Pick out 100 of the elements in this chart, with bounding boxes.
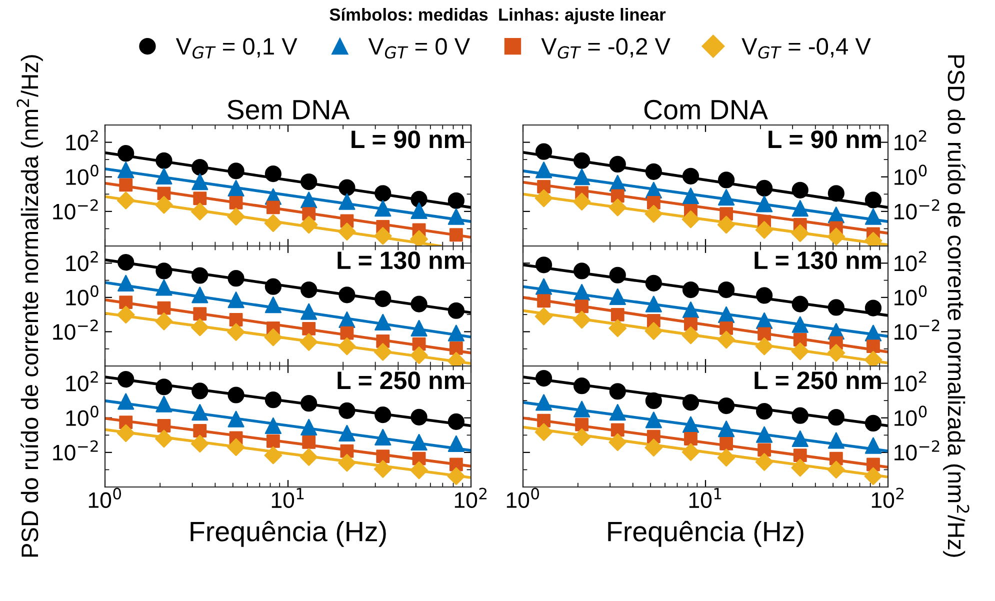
point [227, 208, 245, 226]
chart-title: Sem DNA [228, 100, 350, 120]
point [374, 290, 392, 308]
legend-label: V$_{GT}$ = 0,1 V [176, 38, 298, 59]
point [828, 432, 844, 449]
point [755, 453, 774, 471]
point [118, 254, 134, 271]
point [410, 461, 428, 480]
point [193, 307, 207, 321]
point [535, 256, 552, 274]
point [828, 299, 844, 316]
legend-label: V$_{GT}$ = -0,4 V [742, 38, 871, 59]
point [192, 267, 208, 284]
point [338, 222, 356, 241]
point [228, 180, 244, 197]
point [229, 313, 243, 326]
y-tick-label: 10$^{−2}$ [894, 440, 940, 461]
point [448, 302, 464, 319]
point [156, 262, 172, 280]
point [192, 382, 208, 400]
point [374, 460, 392, 478]
point [338, 193, 356, 210]
point [537, 294, 551, 308]
y-tick-label: 10$^{0}$ [66, 406, 98, 426]
annotation: L = 90 nm [352, 130, 464, 148]
point [192, 173, 208, 190]
y-tick-label: 10$^{2}$ [66, 371, 98, 392]
point [192, 158, 208, 176]
point [645, 163, 662, 180]
point [609, 156, 626, 172]
annotation: L = 250 nm [338, 372, 464, 390]
point [119, 178, 133, 192]
point [264, 296, 282, 314]
point [227, 323, 245, 342]
point [609, 404, 626, 421]
y-tick-label: 10$^{0}$ [894, 406, 927, 426]
point [535, 370, 552, 387]
point [118, 371, 134, 388]
point [537, 180, 551, 194]
point [190, 318, 209, 336]
point [300, 395, 318, 412]
point [645, 392, 662, 410]
point [227, 438, 245, 456]
point [302, 436, 316, 449]
point [828, 185, 844, 202]
point [682, 301, 700, 318]
point [376, 450, 390, 464]
point [193, 192, 207, 206]
y-tick-label: 10$^{2}$ [66, 130, 98, 150]
point [609, 266, 626, 284]
point [644, 438, 663, 457]
x-tick-label: 10$^{2}$ [872, 488, 904, 508]
point [338, 337, 356, 356]
point [682, 281, 700, 298]
point [791, 458, 810, 477]
x-tick-label: 10$^{1}$ [689, 488, 722, 508]
point [535, 394, 552, 411]
point [229, 196, 243, 210]
point [300, 448, 318, 466]
point [338, 179, 356, 196]
point [448, 413, 464, 430]
y-tick-label: 10$^{2}$ [66, 250, 98, 272]
point [264, 278, 282, 295]
point [717, 448, 736, 467]
point [537, 414, 551, 428]
annotation: L = 250 nm [754, 372, 881, 390]
annotation: L = 90 nm [768, 130, 881, 148]
point [645, 296, 662, 312]
point [156, 279, 172, 296]
point [572, 428, 591, 446]
point [608, 198, 627, 216]
point [791, 224, 810, 242]
point [118, 145, 134, 162]
point [718, 172, 735, 188]
point [792, 430, 808, 448]
point [266, 434, 280, 448]
y-axis-title: PSD do ruído de corrente normalizada (nm$^{2}$/Hz) [16, 55, 43, 557]
x-tick-label: 10$^{2}$ [454, 488, 486, 508]
point [535, 162, 552, 178]
point [156, 378, 172, 396]
y-tick-label: 10$^{−2}$ [894, 199, 940, 220]
point [574, 284, 590, 301]
point [644, 322, 663, 340]
point [682, 443, 700, 461]
point [155, 196, 173, 214]
point [190, 202, 209, 220]
point [300, 303, 318, 320]
point [228, 270, 244, 287]
y-tick-label: 10$^{0}$ [894, 164, 927, 185]
point [300, 333, 318, 351]
point [608, 433, 627, 452]
point [720, 436, 734, 450]
point [864, 300, 882, 316]
point [448, 435, 464, 452]
point [756, 196, 773, 212]
point [792, 296, 808, 312]
point [193, 424, 207, 438]
point [338, 402, 356, 419]
point [157, 301, 171, 315]
y-tick-label: 10$^{0}$ [66, 164, 98, 185]
